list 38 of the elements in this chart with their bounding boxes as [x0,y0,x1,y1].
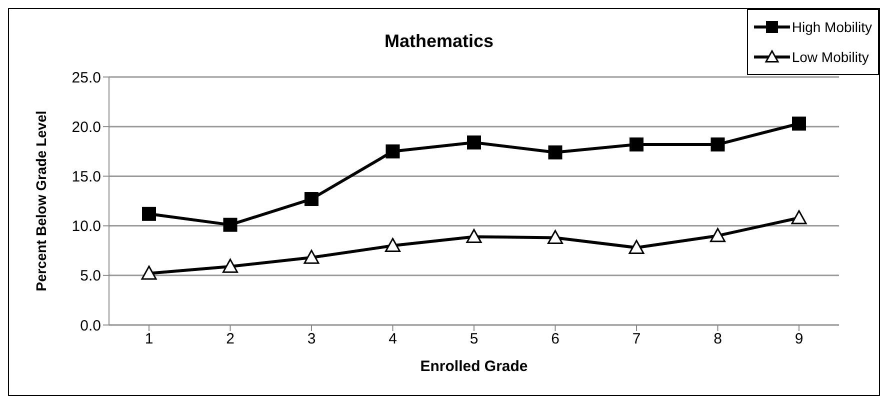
x-tick-label: 9 [794,330,804,348]
x-tick-label: 1 [144,330,154,348]
legend-label: High Mobility [792,19,872,35]
point [467,135,481,150]
point [630,137,644,152]
x-tick-label: 8 [714,330,722,348]
point [710,228,726,242]
y-tick-label: 15.0 [72,168,101,186]
point [141,266,157,280]
x-axis-title: Enrolled Grade [420,358,528,375]
x-tick-label: 3 [307,330,316,348]
point [548,230,563,244]
y-tick-label: 10.0 [72,218,101,236]
point [223,218,238,232]
point [386,144,400,158]
point [304,192,318,206]
point [142,206,156,221]
point [385,238,400,252]
legend-label: Low Mobility [792,49,869,65]
point [628,240,644,254]
point [791,210,807,224]
point [222,258,238,273]
x-tick-label: 5 [470,330,478,348]
point [710,137,725,152]
point [304,250,320,264]
y-tick-label: 0.0 [80,317,101,334]
chart-title: Mathematics [383,31,495,52]
y-tick-label: 25.0 [72,69,101,86]
x-tick-label: 2 [226,330,234,348]
point [792,116,806,131]
x-tick-label: 4 [388,330,397,348]
y-tick-label: 5.0 [80,268,101,285]
x-tick-label: 6 [551,330,560,348]
y-axis-title: Percent Below Grade Level [32,110,49,292]
x-tick-label: 7 [632,330,641,348]
point [548,145,562,160]
point [466,228,482,244]
y-tick-label: 20.0 [72,118,101,136]
